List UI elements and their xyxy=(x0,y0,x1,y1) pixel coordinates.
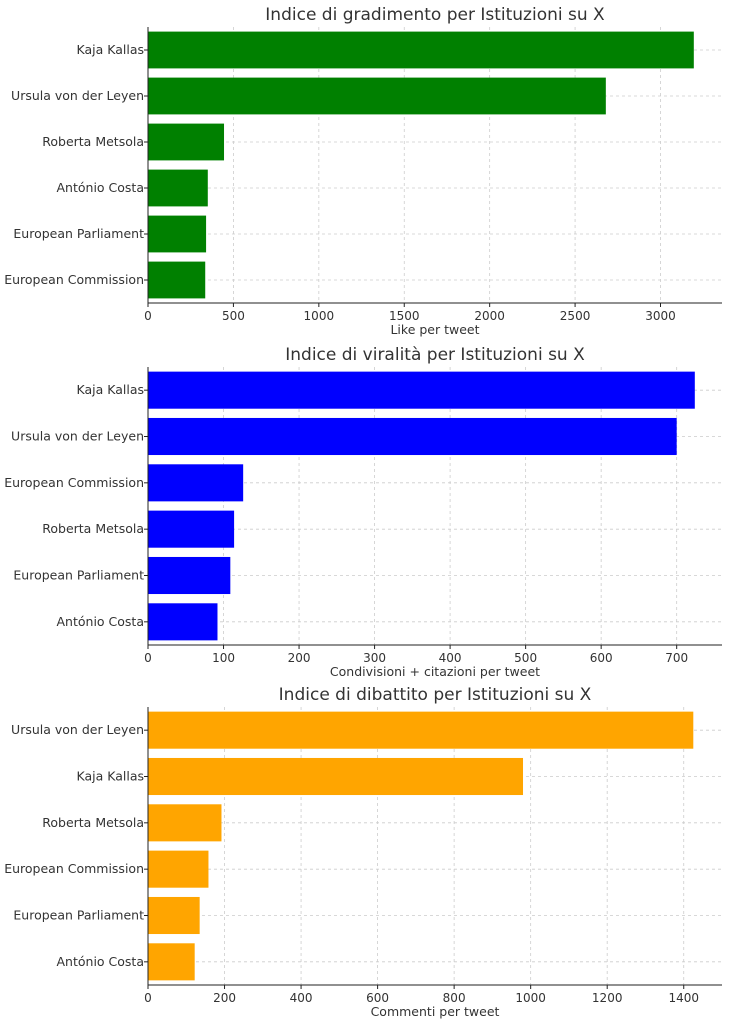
x-tick-label: 500 xyxy=(514,651,537,665)
bar xyxy=(148,711,694,749)
bar xyxy=(148,215,207,253)
bar xyxy=(148,510,235,548)
x-tick-label: 400 xyxy=(290,991,313,1005)
x-tick-label: 700 xyxy=(665,651,688,665)
bar xyxy=(148,31,694,69)
x-tick-label: 200 xyxy=(213,991,236,1005)
bar xyxy=(148,603,218,641)
x-tick-label: 3000 xyxy=(645,309,676,323)
x-tick-label: 300 xyxy=(363,651,386,665)
x-tick-label: 1000 xyxy=(515,991,546,1005)
x-tick-label: 800 xyxy=(443,991,466,1005)
category-label: Roberta Metsola xyxy=(42,134,144,149)
bar xyxy=(148,896,200,935)
category-label: European Commission xyxy=(4,272,144,287)
bar xyxy=(148,169,208,207)
x-tick-label: 2500 xyxy=(560,309,591,323)
category-label: Kaja Kallas xyxy=(77,42,145,57)
bar xyxy=(148,757,524,796)
category-label: Roberta Metsola xyxy=(42,521,144,536)
category-label: European Parliament xyxy=(13,908,144,923)
category-label: António Costa xyxy=(57,180,145,195)
x-tick-label: 1200 xyxy=(592,991,623,1005)
category-label: António Costa xyxy=(57,954,145,969)
bar xyxy=(148,804,222,842)
category-label: Kaja Kallas xyxy=(77,769,145,784)
bar xyxy=(148,261,206,299)
x-tick-label: 600 xyxy=(366,991,389,1005)
category-label: Ursula von der Leyen xyxy=(11,722,144,737)
bar xyxy=(148,371,695,409)
category-label: Kaja Kallas xyxy=(77,382,145,397)
bar xyxy=(148,123,225,161)
bar xyxy=(148,417,677,456)
x-tick-label: 500 xyxy=(222,309,245,323)
x-tick-label: 1500 xyxy=(389,309,420,323)
x-tick-label: 400 xyxy=(439,651,462,665)
bar xyxy=(148,850,209,888)
category-label: European Parliament xyxy=(13,568,144,583)
x-tick-label: 200 xyxy=(288,651,311,665)
chart-title: Indice di gradimento per Istituzioni su … xyxy=(265,5,605,25)
x-axis-label: Condivisioni + citazioni per tweet xyxy=(330,664,540,679)
category-label: Ursula von der Leyen xyxy=(11,429,144,444)
x-tick-label: 0 xyxy=(144,991,152,1005)
x-tick-label: 1400 xyxy=(668,991,699,1005)
category-label: Roberta Metsola xyxy=(42,815,144,830)
category-label: Ursula von der Leyen xyxy=(11,88,144,103)
bar xyxy=(148,943,195,981)
x-tick-label: 0 xyxy=(144,651,152,665)
bar xyxy=(148,464,244,502)
x-axis-label: Like per tweet xyxy=(390,322,479,337)
bar xyxy=(148,556,231,595)
x-axis-label: Commenti per tweet xyxy=(371,1004,500,1019)
x-tick-label: 0 xyxy=(144,309,152,323)
x-tick-label: 2000 xyxy=(474,309,505,323)
bar xyxy=(148,77,606,115)
category-label: European Commission xyxy=(4,861,144,876)
category-label: European Commission xyxy=(4,475,144,490)
chart-title: Indice di viralità per Istituzioni su X xyxy=(285,345,585,365)
x-tick-label: 100 xyxy=(212,651,235,665)
x-tick-label: 1000 xyxy=(304,309,335,323)
x-tick-label: 600 xyxy=(590,651,613,665)
category-label: António Costa xyxy=(57,614,145,629)
category-label: European Parliament xyxy=(13,226,144,241)
chart-title: Indice di dibattito per Istituzioni su X xyxy=(279,685,592,705)
